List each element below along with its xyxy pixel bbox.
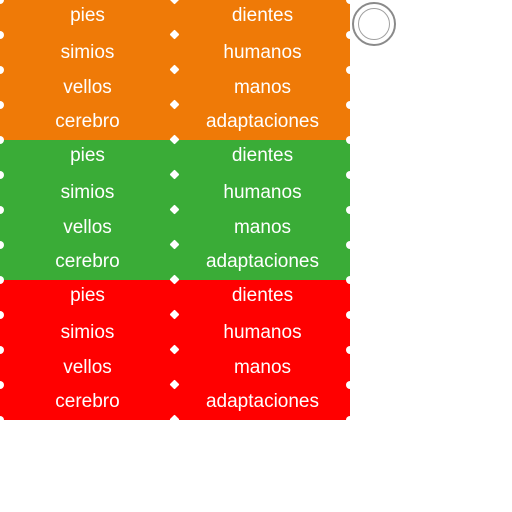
tile-green-manos[interactable]: manos xyxy=(233,217,292,238)
tile-orange-adaptaciones[interactable]: adaptaciones xyxy=(205,111,320,132)
word-board: pies dientes simios humanos vellos manos… xyxy=(0,0,350,420)
tile-red-cerebro[interactable]: cerebro xyxy=(55,391,120,412)
tile-orange-manos[interactable]: manos xyxy=(233,77,292,98)
group-green: pies dientes simios humanos vellos manos… xyxy=(0,140,350,280)
tile-orange-simios[interactable]: simios xyxy=(60,42,115,63)
tile-red-pies[interactable]: pies xyxy=(70,285,105,306)
tile-orange-dientes[interactable]: dientes xyxy=(231,5,294,26)
tile-orange-vellos[interactable]: vellos xyxy=(63,77,112,98)
round-button[interactable] xyxy=(352,2,396,46)
tile-green-cerebro[interactable]: cerebro xyxy=(55,251,120,272)
group-red: pies dientes simios humanos vellos manos… xyxy=(0,280,350,420)
tile-green-pies[interactable]: pies xyxy=(70,145,105,166)
tile-green-vellos[interactable]: vellos xyxy=(63,217,112,238)
tile-orange-cerebro[interactable]: cerebro xyxy=(55,111,120,132)
tile-red-simios[interactable]: simios xyxy=(60,322,115,343)
tile-green-humanos[interactable]: humanos xyxy=(223,182,302,203)
group-orange: pies dientes simios humanos vellos manos… xyxy=(0,0,350,140)
tile-orange-humanos[interactable]: humanos xyxy=(223,42,302,63)
tile-green-dientes[interactable]: dientes xyxy=(231,145,294,166)
circle-icon xyxy=(358,8,390,40)
tile-orange-pies[interactable]: pies xyxy=(70,5,105,26)
tile-red-adaptaciones[interactable]: adaptaciones xyxy=(205,391,320,412)
tile-red-dientes[interactable]: dientes xyxy=(231,285,294,306)
tile-green-adaptaciones[interactable]: adaptaciones xyxy=(205,251,320,272)
tile-red-humanos[interactable]: humanos xyxy=(223,322,302,343)
tile-red-vellos[interactable]: vellos xyxy=(63,357,112,378)
tile-green-simios[interactable]: simios xyxy=(60,182,115,203)
tile-red-manos[interactable]: manos xyxy=(233,357,292,378)
